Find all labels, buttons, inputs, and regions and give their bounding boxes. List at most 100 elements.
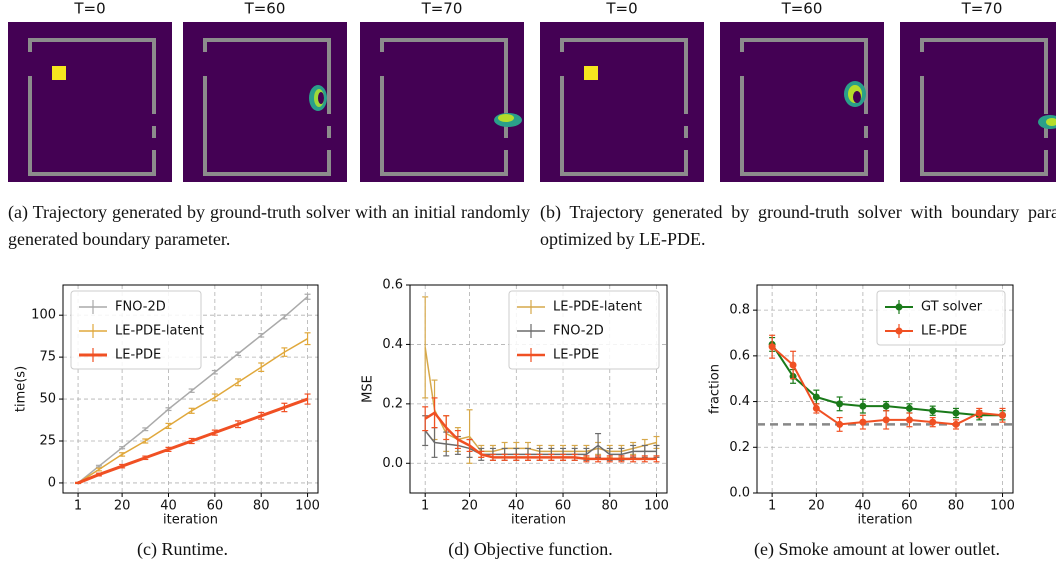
point	[952, 409, 960, 417]
x-tick-label: 80	[601, 499, 618, 514]
point	[836, 400, 844, 408]
point	[929, 407, 937, 415]
point	[882, 402, 890, 410]
point	[789, 361, 797, 369]
legend-label: LE-PDE	[115, 348, 161, 363]
frame-label: T=0	[73, 0, 105, 18]
x-tick-label: 40	[508, 499, 525, 514]
x-axis-label: iteration	[511, 513, 566, 528]
point	[999, 411, 1007, 419]
series-line	[424, 411, 657, 461]
legend-swatch	[895, 303, 903, 311]
y-tick-label: 100	[31, 308, 56, 323]
plot-frame	[756, 284, 1014, 494]
legend: GT solver LE-PDE	[876, 290, 1006, 346]
legend-label: LE-PDE	[921, 324, 967, 339]
x-tick-label: 1	[74, 499, 82, 514]
x-axis-label: iteration	[858, 513, 913, 528]
caption-a-box: (a) Trajectory generated by ground-truth…	[8, 199, 530, 259]
chart: 0 25 50 75 100 1 20 40 60 80 100 iteration time(s) FN…	[14, 284, 320, 560]
y-tick-label: 0	[48, 475, 56, 490]
plot-frame	[62, 284, 319, 494]
frame-1	[8, 22, 172, 182]
x-tick-label: 60	[901, 499, 918, 514]
point	[859, 418, 867, 426]
frame-5	[720, 22, 884, 182]
plot-frame	[409, 284, 668, 494]
chart: 0.0 0.2 0.4 0.6 1 20 40 60 80 100 iteration MSE LE-P…	[361, 278, 669, 561]
x-axis-label: iteration	[163, 513, 218, 528]
legend-label: FNO-2D	[115, 300, 166, 315]
point	[768, 343, 776, 351]
x-tick-label: 100	[295, 499, 320, 514]
frame-2	[183, 22, 347, 182]
x-tick-label: 80	[253, 499, 270, 514]
series-line	[77, 397, 309, 485]
point	[836, 420, 844, 428]
chart: 0.0 0.2 0.4 0.6 0.8 1 20 40 60 80 100 iteration frac…	[708, 284, 1015, 560]
legend-swatch	[895, 327, 903, 335]
legend-label: LE-PDE	[553, 348, 599, 363]
legend-box	[508, 290, 660, 370]
point	[812, 404, 820, 412]
legend-label: LE-PDE-latent	[553, 300, 642, 315]
point	[812, 393, 820, 401]
y-tick-label: 0.2	[382, 396, 403, 411]
legend: LE-PDE-latent FNO-2D LE-PDE	[508, 290, 660, 370]
frame-label: T=70	[421, 0, 463, 18]
legend: FNO-2D LE-PDE-latent LE-PDE	[70, 290, 204, 370]
frame-label: T=60	[244, 0, 286, 18]
x-tick-label: 100	[990, 499, 1015, 514]
x-tick-label: 80	[948, 499, 965, 514]
legend-box	[70, 290, 202, 370]
x-tick-label: 40	[855, 499, 872, 514]
frame-3	[360, 22, 524, 182]
frame-6	[900, 22, 1056, 182]
chart-caption: (c) Runtime.	[137, 539, 228, 560]
x-tick-label: 40	[160, 499, 177, 514]
y-axis-label: time(s)	[14, 366, 29, 412]
y-tick-label: 0.6	[382, 278, 403, 293]
series-line	[77, 338, 308, 484]
caption-b-box: (b) Trajectory generated by ground-truth…	[540, 199, 1056, 259]
y-tick-label: 0.0	[729, 486, 750, 501]
caption: (a) Trajectory generated by ground-truth…	[8, 202, 530, 249]
point	[952, 420, 960, 428]
legend-label: LE-PDE-latent	[115, 324, 204, 339]
chart-caption: (d) Objective function.	[448, 539, 612, 560]
series-line	[77, 296, 309, 484]
y-tick-label: 50	[39, 392, 56, 407]
point	[905, 404, 913, 412]
point	[882, 416, 890, 424]
y-tick-label: 25	[39, 434, 56, 449]
x-tick-label: 1	[768, 499, 776, 514]
frame-label: T=60	[781, 0, 823, 18]
x-tick-label: 20	[461, 499, 478, 514]
y-tick-label: 75	[39, 350, 56, 365]
chart-caption: (e) Smoke amount at lower outlet.	[754, 539, 1000, 560]
x-tick-label: 1	[421, 499, 429, 514]
y-tick-label: 0.4	[382, 337, 403, 352]
y-tick-label: 0.2	[729, 440, 750, 455]
frame-label: T=70	[961, 0, 1003, 18]
point	[859, 402, 867, 410]
legend-label: GT solver	[921, 300, 983, 315]
frame-label: T=0	[605, 0, 637, 18]
x-tick-label: 60	[207, 499, 224, 514]
y-tick-label: 0.6	[729, 348, 750, 363]
y-tick-label: 0.0	[382, 456, 403, 471]
point	[929, 418, 937, 426]
x-tick-label: 20	[114, 499, 131, 514]
legend-label: FNO-2D	[553, 324, 604, 339]
x-tick-label: 100	[644, 499, 669, 514]
y-tick-label: 0.8	[729, 303, 750, 318]
frame-4	[540, 22, 704, 182]
y-axis-label: fraction	[708, 364, 723, 414]
caption: (b) Trajectory generated by ground-truth…	[540, 202, 1056, 249]
y-axis-label: MSE	[361, 375, 376, 403]
x-tick-label: 20	[808, 499, 825, 514]
series-line	[771, 345, 1003, 426]
x-tick-label: 60	[555, 499, 572, 514]
